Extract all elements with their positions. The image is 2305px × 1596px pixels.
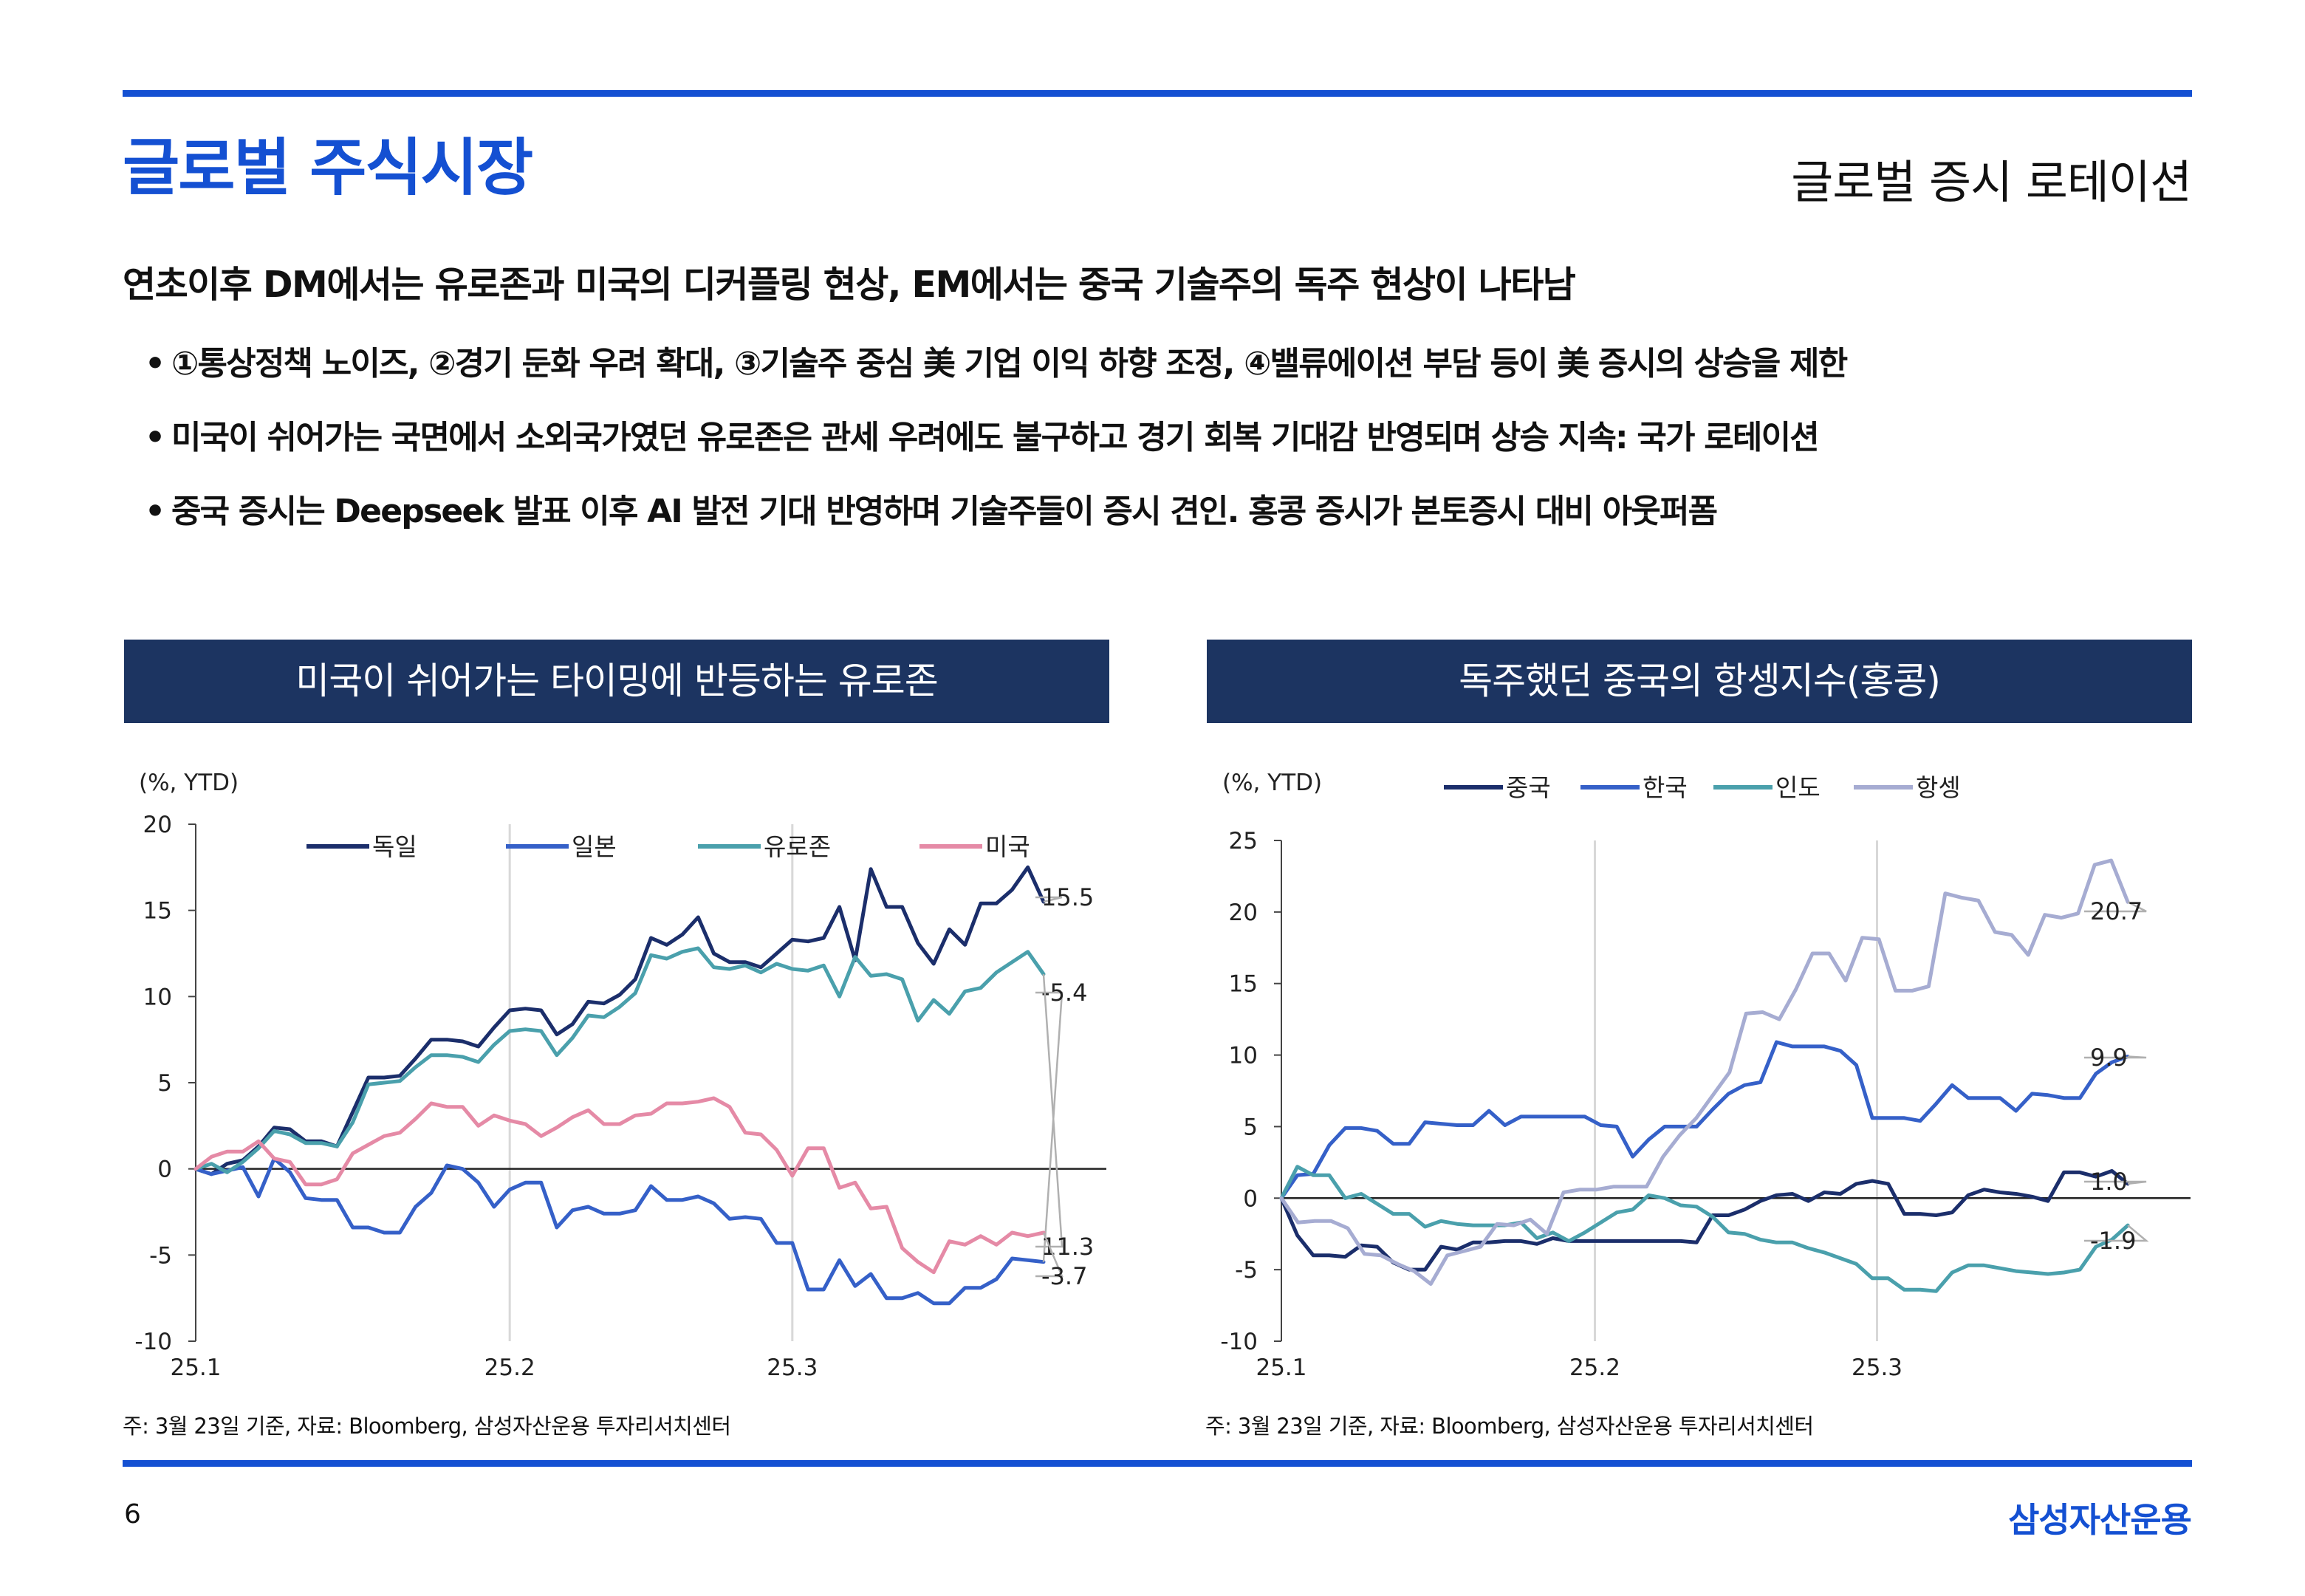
headline: 연초이후 DM에서는 유로존과 미국의 디커플링 현상, EM에서는 중국 기술…: [123, 264, 1576, 306]
right-chart-note: 주: 3월 23일 기준, 자료: Bloomberg, 삼성자산운용 투자리서…: [1205, 1414, 1814, 1439]
series-line-인도: [1279, 1165, 2130, 1293]
end-label-leader: [2084, 901, 2147, 913]
y-tick-label: 20: [143, 812, 172, 838]
end-label: 20.7: [2090, 897, 2143, 925]
chart-2: -10 -5 0 5 10 15 20 25 25.1 25.2 25.3 (%, YTD) 1.0 중국…: [1220, 770, 2191, 1381]
series-line-한국: [1279, 1040, 2130, 1200]
unit-label: (%, YTD): [1222, 770, 1322, 796]
x-tick-label: 25.2: [1569, 1354, 1620, 1381]
left-chart-note: 주: 3월 23일 기준, 자료: Bloomberg, 삼성자산운용 투자리서…: [123, 1414, 731, 1439]
y-tick-label: 15: [143, 898, 172, 925]
legend-label: 인도: [1775, 773, 1821, 802]
y-tick-label: -10: [134, 1329, 172, 1355]
top-rule: [123, 90, 2192, 97]
page-title: 글로벌 주식시장: [123, 131, 533, 204]
y-tick-label: 10: [143, 984, 172, 1010]
legend-label: 항셍: [1916, 773, 1961, 802]
bullet-1: • ①통상정책 노이즈, ②경기 둔화 우려 확대, ③기술주 중심 美 기업 이…: [145, 337, 1848, 384]
end-label: -1.9: [2090, 1227, 2136, 1255]
x-tick-label: 25.3: [767, 1354, 818, 1381]
legend-label: 유로존: [764, 832, 831, 861]
bullet-text: 미국이 쉬어가는 국면에서 소외국가였던 유로존은 관세 우려에도 불구하고 경…: [171, 419, 1820, 456]
brand-logo-text: 삼성자산운용: [2008, 1500, 2192, 1540]
legend-label: 일본: [572, 832, 617, 861]
end-label: 1.0: [2090, 1168, 2128, 1196]
x-tick-label: 25.1: [1256, 1354, 1306, 1381]
y-tick-label: 15: [1229, 971, 1258, 998]
section-title: 글로벌 증시 로테이션: [1791, 155, 2192, 209]
series-line-유로존: [193, 946, 1046, 1174]
end-label: 15.5: [1041, 883, 1094, 911]
x-tick-label: 25.1: [170, 1354, 221, 1381]
series-line-미국: [193, 1096, 1046, 1275]
y-tick-label: 20: [1229, 900, 1258, 926]
end-label-leader: [2084, 1180, 2147, 1185]
bullet-3: • 중국 증시는 Deepseek 발표 이후 AI 발전 기대 반영하며 기술주…: [145, 484, 1718, 532]
x-tick-label: 25.2: [484, 1354, 535, 1381]
bullet-text: 중국 증시는 Deepseek 발표 이후 AI 발전 기대 반영하며 기술주들…: [171, 493, 1718, 530]
right-chart-title: 독주했던 중국의 항셍지수(홍콩): [1207, 640, 2192, 723]
bullet-2: • 미국이 쉬어가는 국면에서 소외국가였던 유로존은 관세 우려에도 불구하고 …: [145, 411, 1820, 458]
bullet-marker: •: [145, 345, 165, 383]
y-tick-label: -5: [1235, 1257, 1258, 1284]
legend-label: 중국: [1506, 773, 1551, 802]
series-line-일본: [193, 1157, 1046, 1306]
end-label-leader: [1035, 896, 1063, 903]
y-tick-label: 5: [157, 1070, 172, 1097]
y-tick-label: 10: [1229, 1043, 1258, 1069]
end-label-leader: [1035, 991, 1064, 1262]
series-line-항셍: [1279, 858, 2130, 1286]
chart-1: -10 -5 0 5 10 15 20 25.1 25.2 25.3 (%, YTD) 15.5 독일 -…: [134, 770, 1106, 1381]
unit-label: (%, YTD): [139, 770, 239, 796]
y-tick-label: -10: [1220, 1329, 1258, 1355]
end-label-leader: [1035, 973, 1064, 1248]
left-chart-title: 미국이 쉬어가는 타이밍에 반등하는 유로존: [124, 640, 1109, 723]
end-label: -3.7: [1041, 1262, 1087, 1290]
end-label-leader: [2084, 1225, 2149, 1242]
end-label-leader: [2084, 1055, 2147, 1059]
y-tick-label: -5: [149, 1242, 172, 1269]
page-number: 6: [124, 1499, 141, 1530]
y-tick-label: 25: [1229, 828, 1258, 854]
y-tick-label: 0: [1243, 1185, 1258, 1212]
end-label: 9.9: [2090, 1044, 2128, 1072]
x-tick-label: 25.3: [1852, 1354, 1902, 1381]
y-tick-label: 0: [157, 1157, 172, 1183]
y-tick-label: 5: [1243, 1114, 1258, 1140]
bottom-rule: [123, 1460, 2192, 1467]
bullet-text: ①통상정책 노이즈, ②경기 둔화 우려 확대, ③기술주 중심 美 기업 이익…: [171, 345, 1848, 383]
series-line-중국: [1279, 1169, 2130, 1272]
end-label-leader: [1035, 1232, 1064, 1278]
legend-label: 독일: [372, 832, 417, 861]
legend-label: 한국: [1643, 773, 1688, 802]
bullet-marker: •: [145, 493, 165, 530]
bullet-marker: •: [145, 419, 165, 456]
end-label: -5.4: [1041, 979, 1087, 1007]
legend-label: 미국: [985, 832, 1030, 861]
